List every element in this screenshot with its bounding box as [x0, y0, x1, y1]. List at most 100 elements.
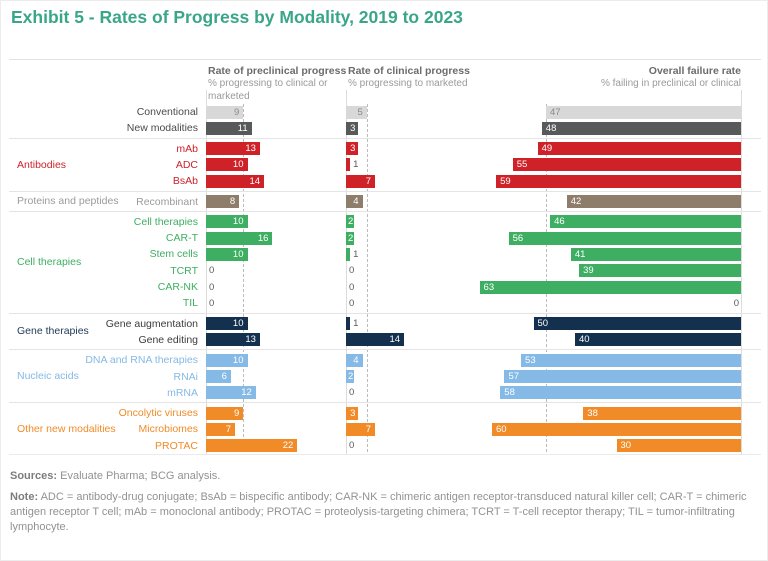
bar-value: 1: [353, 318, 359, 330]
bar-value: 0: [733, 297, 739, 309]
row-label: RNAi: [173, 370, 198, 383]
bar-value: 58: [504, 387, 515, 399]
bar: [533, 317, 741, 331]
bar: [346, 247, 351, 261]
row-label: Conventional: [136, 106, 198, 118]
bar-value: 4: [353, 354, 359, 366]
benchmark-line: [545, 104, 547, 452]
bar-value: 56: [512, 232, 524, 244]
bar-value: 16: [257, 232, 269, 244]
bar-value: 12: [241, 387, 252, 399]
bar-value: 3: [350, 122, 356, 134]
row-label: New modalities: [126, 122, 198, 135]
bar-value: 1: [353, 159, 359, 171]
bar: [512, 158, 741, 172]
column-title: Overall failure rate: [648, 65, 741, 77]
bar: [206, 231, 273, 245]
column-subtitle: % failing in preclinical or clinical: [600, 78, 741, 89]
bar: [566, 195, 741, 208]
bar-value: 0: [349, 281, 355, 293]
bar-value: 14: [389, 334, 401, 346]
bar-value: 42: [570, 196, 582, 207]
bar: [346, 174, 376, 188]
separator-line: [9, 349, 761, 351]
bar-value: 0: [209, 281, 215, 293]
group-label: Gene therapies: [17, 325, 89, 338]
bar-value: 4: [353, 196, 359, 207]
group-label: Other new modalities: [17, 423, 116, 436]
bar-value: 48: [545, 122, 557, 134]
bar: [206, 439, 298, 453]
bar-value: 1: [353, 248, 359, 260]
bar: [206, 317, 248, 331]
row-label: TCRT: [170, 264, 198, 277]
bar: [346, 105, 367, 119]
group-label: Cell therapies: [17, 256, 82, 269]
row-label: Microbiomes: [138, 423, 198, 436]
bar: [346, 195, 363, 208]
bar: [346, 333, 405, 347]
bar: [508, 231, 741, 245]
bar-value: 6: [221, 371, 227, 382]
bar-value: 30: [620, 440, 632, 452]
bar: [541, 121, 741, 135]
separator-line: [9, 312, 761, 314]
bar: [346, 422, 376, 436]
bar-value: 7: [225, 423, 232, 435]
bar: [206, 142, 260, 156]
bar: [521, 353, 741, 367]
row-label: mRNA: [167, 386, 198, 399]
bar-value: 5: [357, 106, 363, 118]
bar-value: 2: [348, 216, 354, 228]
bar-value: 50: [537, 318, 549, 330]
bar: [206, 386, 256, 400]
bar: [496, 174, 741, 188]
bar-value: 3: [350, 407, 356, 419]
axis-line: [346, 90, 347, 454]
bar: [206, 215, 248, 229]
axis-line: [741, 90, 742, 454]
separator-line: [9, 190, 761, 192]
separator-line: [9, 402, 761, 404]
bar-value: 47: [549, 106, 561, 118]
bar-value: 0: [209, 265, 215, 277]
bar: [616, 439, 741, 453]
bar-value: 60: [496, 423, 507, 435]
bar: [346, 353, 363, 367]
bar: [583, 406, 741, 420]
bar: [492, 422, 741, 436]
bar: [545, 105, 741, 119]
chart-panel: Rate of preclinical progress % progressi…: [9, 59, 761, 455]
bar-value: 11: [237, 122, 248, 134]
row-label: ADC: [175, 158, 198, 171]
bar: [550, 215, 741, 229]
bar: [500, 386, 741, 400]
row-label: mAb: [176, 142, 198, 155]
bar: [346, 370, 355, 383]
bar-value: 39: [583, 265, 594, 277]
row-label: PROTAC: [155, 439, 198, 452]
group-label: Nucleic acids: [17, 370, 79, 383]
bar: [206, 105, 244, 119]
bar-value: 10: [232, 354, 244, 366]
benchmark-line: [243, 104, 245, 452]
sources-line: Sources: Evaluate Pharma; BCG analysis.: [10, 469, 760, 484]
column-header-failure: Overall failure rate % failing in precli…: [511, 65, 741, 91]
row-label: CAR-NK: [157, 281, 198, 293]
bar-value: 9: [234, 407, 240, 419]
bar-value: 10: [232, 248, 244, 260]
bar: [206, 158, 248, 172]
column-title: Rate of preclinical progress: [208, 65, 347, 77]
bar-value: 63: [483, 281, 495, 293]
bar: [206, 174, 265, 188]
bar: [206, 370, 231, 383]
bar: [206, 195, 240, 208]
bar-value: 13: [245, 143, 256, 155]
note-label: Note:: [10, 491, 39, 503]
bar: [346, 142, 359, 156]
group-label: Proteins and peptides: [17, 195, 119, 208]
row-label: Cell therapies: [133, 215, 198, 228]
bar: [346, 231, 355, 245]
group-label: Antibodies: [17, 158, 67, 171]
bar: [206, 422, 236, 436]
